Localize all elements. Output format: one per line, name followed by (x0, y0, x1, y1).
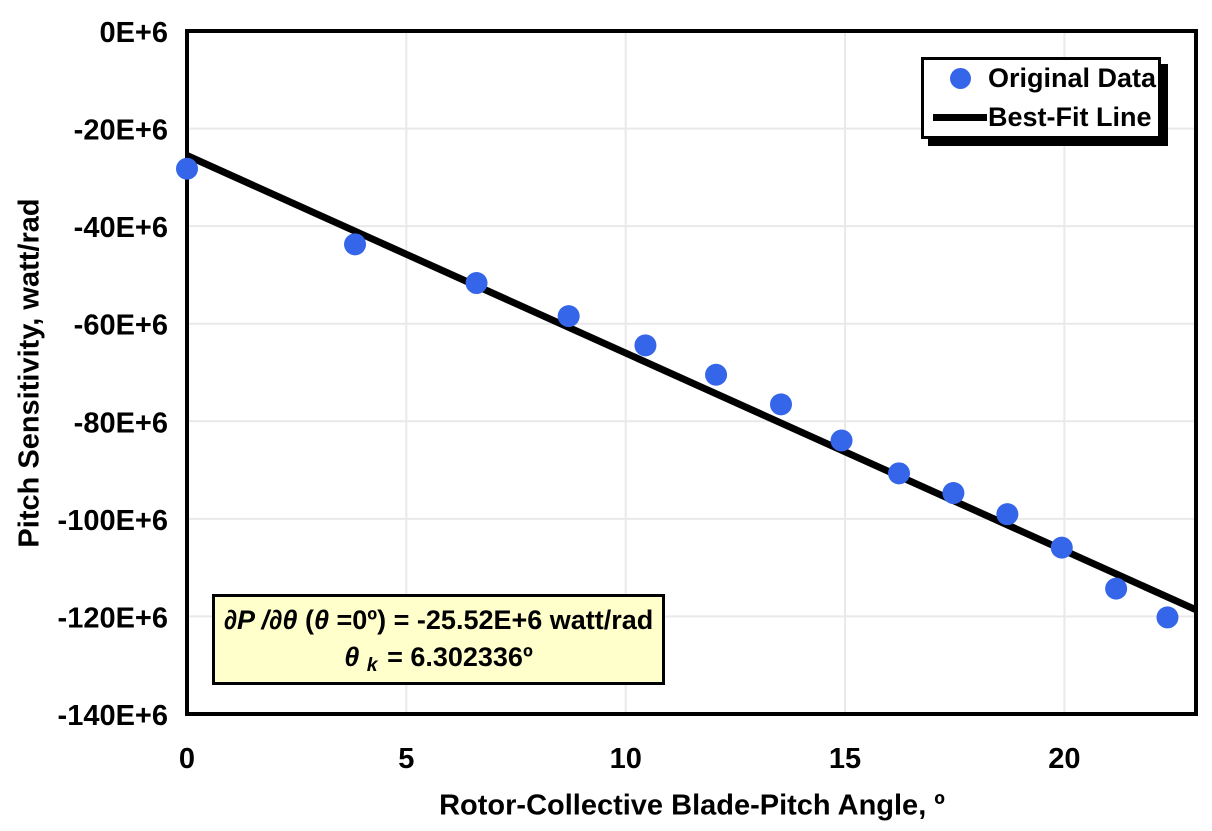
best-fit-line (185, 152, 1198, 614)
x-tick-label: 20 (1048, 743, 1080, 775)
y-tick-label: -60E+6 (74, 310, 168, 342)
annotation-text-segment: =0º) = -25.52E+6 watt/rad (336, 605, 654, 635)
annotation-line-2: θ k = 6.302336º (215, 639, 662, 684)
y-tick-label: -120E+6 (58, 602, 168, 634)
legend-item-original-data: Original Data (932, 61, 1158, 96)
annotation-line-1: ∂P /∂θ (θ =0º) = -25.52E+6 watt/rad (215, 602, 662, 639)
data-point (996, 503, 1019, 526)
data-point (557, 305, 580, 328)
annotation-text-segment: ( (304, 605, 314, 635)
data-point (634, 334, 657, 357)
y-tick-label: -140E+6 (58, 700, 168, 732)
legend-dot-swatch (932, 68, 988, 89)
data-point (1156, 606, 1179, 629)
data-point (830, 429, 853, 452)
legend-box: Original Data Best-Fit Line (921, 57, 1161, 139)
data-point (344, 233, 367, 256)
data-point (1105, 577, 1128, 600)
annotation-text-segment: θ (344, 642, 367, 672)
data-point (176, 157, 198, 180)
x-axis-title: Rotor-Collective Blade-Pitch Angle, º (439, 789, 945, 822)
y-tick-label: -80E+6 (74, 407, 168, 439)
data-point (1050, 536, 1073, 559)
x-tick-label: 0 (179, 743, 195, 775)
annotation-box: ∂P /∂θ (θ =0º) = -25.52E+6 watt/rad θ k … (212, 594, 665, 685)
plot-border (185, 29, 1198, 716)
y-tick-label: -20E+6 (74, 115, 168, 147)
blue-dot-icon (949, 68, 971, 89)
y-tick-label: -100E+6 (58, 505, 168, 537)
data-point (888, 462, 911, 485)
legend-line-swatch (932, 114, 988, 121)
annotation-text-segment: k (366, 653, 378, 676)
y-tick-label: 0E+6 (99, 17, 168, 49)
x-tick-label: 10 (610, 743, 642, 775)
y-axis-title: Pitch Sensitivity, watt/rad (13, 198, 46, 548)
data-point (942, 482, 965, 505)
line-sample-icon (933, 114, 987, 121)
data-point (769, 393, 792, 416)
x-tick-label: 5 (398, 743, 414, 775)
legend-label: Best-Fit Line (988, 102, 1152, 132)
data-point (705, 363, 728, 386)
annotation-text-segment: ∂P /∂θ (223, 605, 305, 635)
legend-item-best-fit-line: Best-Fit Line (932, 100, 1158, 135)
legend-label: Original Data (988, 63, 1157, 93)
annotation-text-segment: θ (313, 605, 337, 635)
x-tick-label: 15 (829, 743, 861, 775)
y-tick-label: -40E+6 (74, 212, 168, 244)
annotation-text-segment: = 6.302336º (379, 642, 533, 672)
data-point (465, 272, 488, 295)
